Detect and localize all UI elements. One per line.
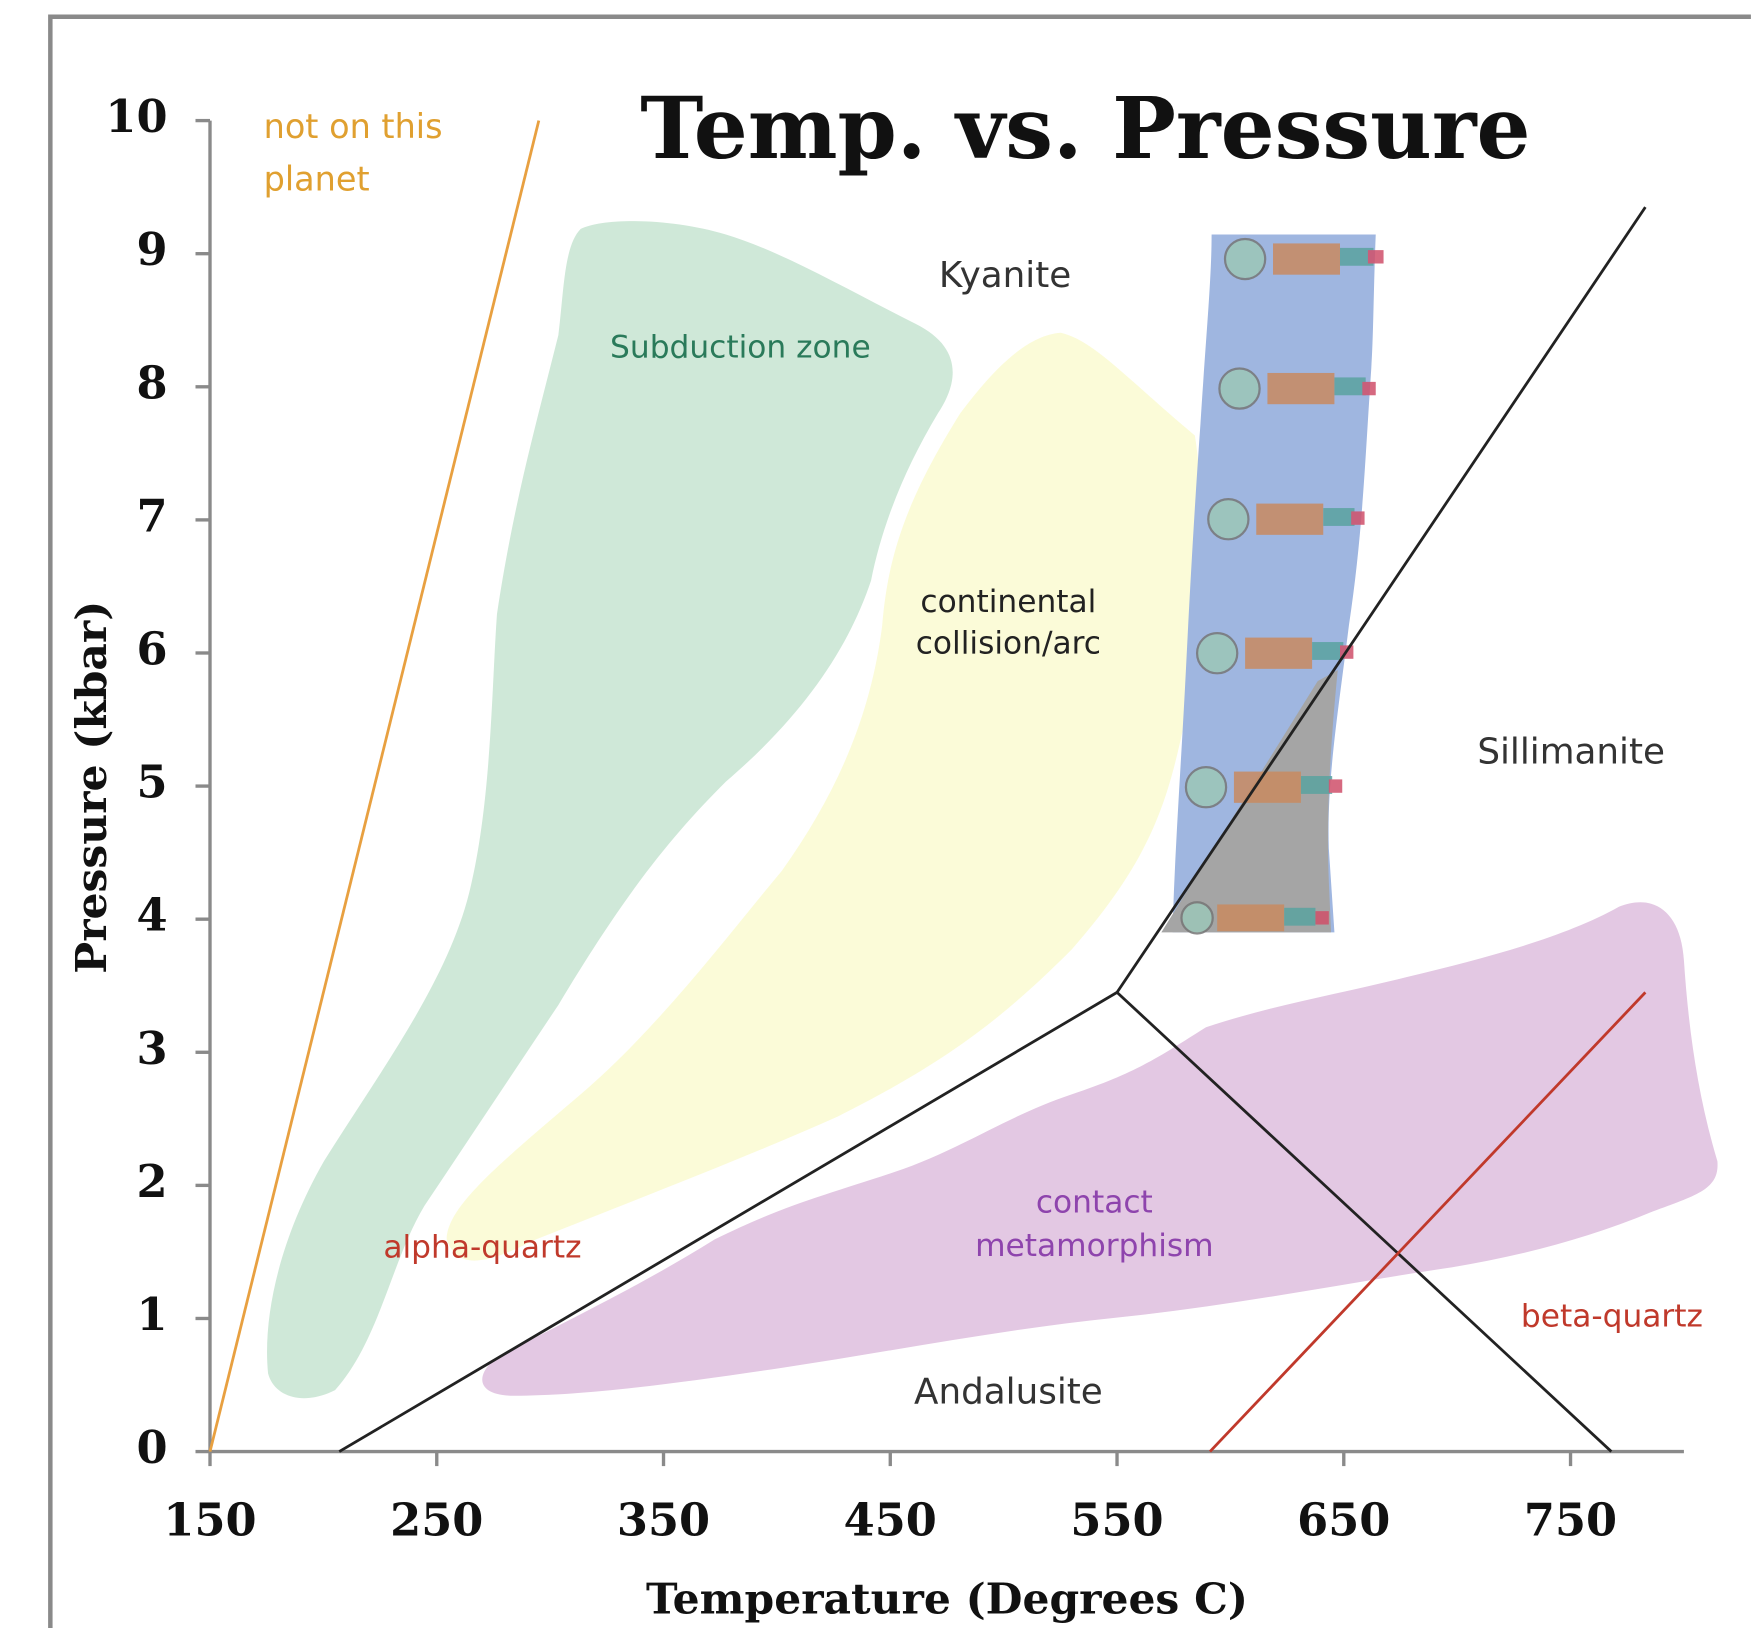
contact-metamorphism-region (482, 902, 1718, 1396)
boundary-line (338, 991, 1118, 1453)
annotation: planet (264, 159, 370, 198)
x-tick-label: 750 (1524, 1494, 1617, 1547)
y-tick-label: 8 (136, 356, 167, 409)
x-tick-label: 150 (163, 1494, 256, 1547)
x-tick-label: 350 (617, 1494, 710, 1547)
continental-collision-region (446, 332, 1201, 1261)
annotation: alpha-quartz (383, 1229, 581, 1265)
x-tick-label: 250 (390, 1494, 483, 1547)
regions (267, 221, 1718, 1399)
y-tick-label: 0 (136, 1421, 167, 1474)
boundary-line (1116, 991, 1613, 1453)
annotation: metamorphism (975, 1228, 1214, 1264)
boundary-line (1208, 991, 1647, 1453)
annotation: beta-quartz (1521, 1299, 1703, 1335)
annotation: contact (1036, 1185, 1153, 1221)
y-axis-label: Pressure (kbar) (67, 601, 117, 974)
y-tick-label: 10 (105, 90, 167, 143)
annotation: continental (920, 584, 1096, 620)
annotation: not on this (264, 107, 443, 146)
frame (48, 14, 1751, 1628)
subduction-zone-region (267, 221, 953, 1399)
y-tick-label: 2 (136, 1155, 167, 1208)
y-tick-label: 5 (136, 756, 167, 809)
annotation: Kyanite (939, 255, 1071, 296)
annotation: Sillimanite (1477, 732, 1665, 773)
y-tick-label: 3 (136, 1022, 167, 1075)
y-tick-label: 9 (136, 223, 167, 276)
annotation: Andalusite (914, 1372, 1103, 1413)
y-tick-label: 7 (136, 489, 167, 542)
x-axis-label: Temperature (Degrees C) (646, 1574, 1248, 1624)
x-tick-label: 650 (1297, 1494, 1390, 1547)
boundary-line (1115, 206, 1647, 994)
chart-title: Temp. vs. Pressure (640, 79, 1530, 179)
x-tick-label: 450 (844, 1494, 937, 1547)
y-tick-label: 6 (136, 622, 167, 675)
x-tick-label: 550 (1070, 1494, 1163, 1547)
annotation: collision/arc (916, 625, 1101, 661)
annotation: Subduction zone (610, 329, 871, 365)
y-tick-label: 4 (136, 889, 167, 942)
inset-icons (1180, 237, 1384, 935)
boundary-line (208, 120, 541, 1452)
y-tick-label: 1 (136, 1288, 167, 1341)
